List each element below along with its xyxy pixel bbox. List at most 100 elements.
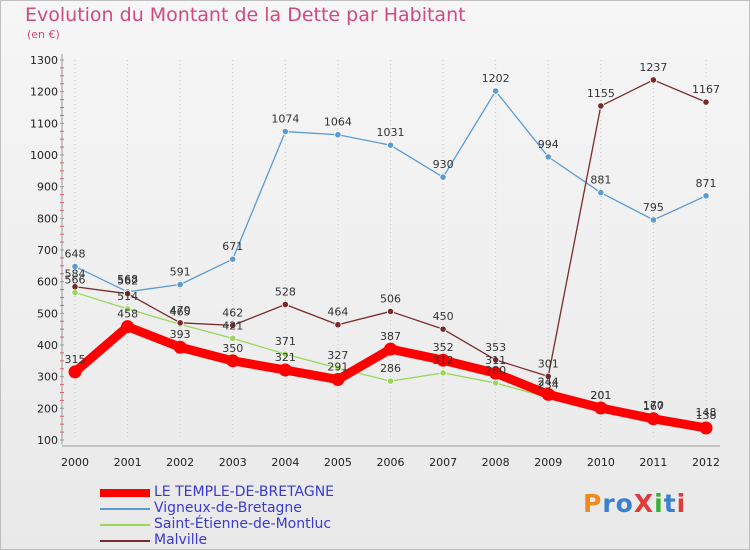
data-label: 167	[643, 400, 664, 413]
data-point	[68, 365, 82, 379]
y-tick-label: 700	[37, 244, 58, 257]
data-label: 458	[117, 308, 138, 321]
x-tick-label: 2008	[482, 456, 510, 469]
data-point	[597, 189, 605, 197]
data-label: 321	[275, 351, 296, 364]
data-label: 315	[65, 353, 86, 366]
data-label: 562	[117, 275, 138, 288]
y-tick-label: 300	[37, 371, 58, 384]
y-tick-label: 900	[37, 181, 58, 194]
data-point	[597, 102, 605, 110]
data-label: 301	[538, 357, 559, 370]
data-point	[281, 300, 289, 309]
data-point	[176, 319, 184, 327]
data-label: 462	[222, 306, 243, 319]
data-point	[492, 379, 500, 387]
data-label: 201	[590, 389, 611, 402]
proxiti-logo: ProXiti	[583, 489, 686, 518]
data-point	[544, 153, 552, 161]
series-line	[74, 90, 707, 293]
legend-label: Vigneux-de-Bretagne	[154, 500, 302, 516]
legend-label: Malville	[154, 532, 208, 548]
y-tick-label: 200	[37, 402, 58, 415]
data-point	[702, 192, 710, 200]
logo-letter: t	[663, 489, 677, 518]
legend-swatch	[100, 524, 150, 526]
x-tick-label: 2009	[534, 456, 562, 469]
y-tick-label: 800	[37, 212, 58, 225]
data-point	[226, 354, 240, 368]
x-tick-label: 2012	[692, 456, 720, 469]
data-point	[699, 421, 713, 435]
data-point	[384, 342, 397, 356]
data-label: 994	[538, 138, 559, 151]
data-label: 244	[538, 375, 559, 388]
y-tick-label: 1200	[30, 86, 58, 99]
data-point	[229, 321, 237, 329]
data-point	[492, 356, 500, 364]
data-label: 450	[433, 310, 454, 323]
data-label: 871	[696, 177, 717, 190]
x-tick-label: 2003	[219, 456, 247, 469]
chart-subtitle: (en €)	[27, 28, 60, 41]
data-point	[386, 307, 395, 316]
data-point	[436, 353, 450, 367]
data-point	[334, 364, 342, 372]
data-label: 353	[485, 341, 506, 354]
data-point	[71, 262, 79, 271]
data-label: 393	[170, 328, 191, 341]
x-tick-label: 2007	[429, 456, 457, 469]
legend-item: Malville	[100, 532, 400, 548]
data-point	[649, 216, 658, 224]
data-label: 148	[696, 406, 717, 419]
data-point	[176, 280, 184, 289]
data-point	[489, 366, 503, 380]
logo-letter: o	[615, 489, 634, 518]
x-tick-label: 2002	[166, 456, 194, 469]
series	[68, 76, 713, 435]
data-label: 327	[327, 349, 348, 362]
x-tick-label: 2005	[324, 456, 352, 469]
data-label: 138	[696, 409, 717, 422]
logo-letter: X	[633, 489, 655, 518]
data-label: 387	[380, 330, 401, 343]
data-point	[594, 401, 608, 415]
data-point	[229, 334, 237, 342]
data-label: 1031	[377, 126, 405, 139]
y-tick-label: 500	[37, 307, 58, 320]
data-label: 201	[590, 389, 611, 402]
data-label: 881	[590, 174, 611, 187]
x-tick-label: 2000	[61, 456, 89, 469]
legend-swatch	[100, 489, 150, 497]
data-point	[541, 387, 555, 401]
data-point	[439, 173, 447, 181]
data-label: 312	[433, 354, 454, 367]
data-point	[123, 305, 132, 313]
legend-item: Vigneux-de-Bretagne	[100, 500, 400, 516]
data-point	[386, 141, 395, 149]
x-tick-label: 2001	[114, 456, 142, 469]
y-tick-label: 600	[37, 276, 58, 289]
y-tick-label: 1000	[30, 149, 58, 162]
data-point	[278, 363, 292, 377]
data-label: 795	[643, 201, 664, 214]
y-tick-label: 1100	[30, 117, 58, 130]
data-label: 1064	[324, 116, 352, 129]
data-label: 234	[538, 379, 559, 392]
data-label: 350	[222, 342, 243, 355]
y-tick-label: 1300	[30, 54, 58, 67]
data-point	[331, 373, 345, 387]
data-point	[121, 320, 135, 334]
logo-letter: i	[654, 489, 664, 518]
data-point	[334, 321, 342, 329]
logo-letter: i	[676, 489, 687, 518]
data-point	[492, 87, 500, 95]
data-point	[544, 372, 552, 380]
data-point	[281, 127, 289, 136]
data-label: 470	[170, 304, 191, 317]
data-label: 464	[327, 306, 348, 319]
data-label: 1237	[639, 61, 667, 74]
y-tick-label: 400	[37, 339, 58, 352]
data-labels: 648 568 591 671 1074 1064 1031 930 1202 994 881 795…	[65, 61, 721, 422]
data-label: 465	[170, 305, 191, 318]
